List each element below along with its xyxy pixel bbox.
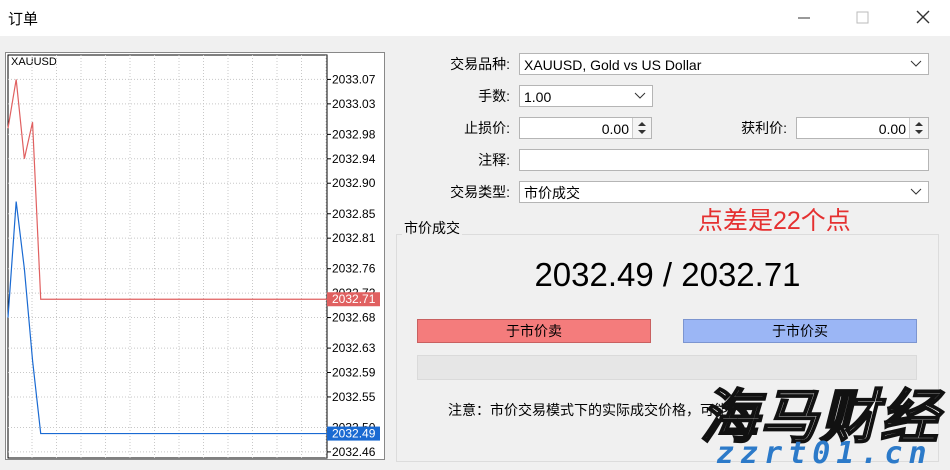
bid-price: 2032.49 <box>534 256 654 293</box>
plot-frame <box>7 54 328 459</box>
window-title: 订单 <box>8 11 39 28</box>
label: 注释: <box>478 152 510 168</box>
value: 0.00 <box>878 121 906 137</box>
price-line <box>7 79 327 300</box>
label: 止损价: <box>464 120 510 136</box>
symbol: XAUUSD <box>11 56 57 68</box>
y-tick-label: 2032.94 <box>332 152 376 166</box>
tick-chart: XAUUSD 2033.07 2033.03 2032.98 2032.94 2032.… <box>5 52 385 460</box>
note: 注意：市价交易模式下的实际成交价格，可能 <box>448 402 728 418</box>
y-tick-label: 2033.03 <box>332 97 376 111</box>
label: 手数: <box>478 88 510 104</box>
progress-bar <box>417 355 917 380</box>
y-tick-label: 2032.63 <box>332 341 376 355</box>
y-tick-label: 2032.98 <box>332 127 376 141</box>
y-tick-label: 2032.68 <box>332 311 376 325</box>
close[interactable] <box>916 10 930 24</box>
chart-frame <box>5 52 385 460</box>
y-tick-label: 2033.07 <box>332 72 376 86</box>
watermark-name: 海马财经 <box>699 384 941 451</box>
quote: 2032.49 / 2032.71 <box>396 256 939 294</box>
chevron <box>910 188 922 195</box>
type-select[interactable]: 市价成交 <box>519 181 929 203</box>
group-title: 市价成交 <box>402 218 462 238</box>
label: 交易类型: <box>450 184 510 200</box>
annotation: 点差是22个点 <box>698 207 851 235</box>
price-box-label: 2032.71 <box>332 292 376 306</box>
price-box-label: 2032.49 <box>332 427 376 441</box>
price-box <box>327 426 380 441</box>
y-tick-label: 2032.55 <box>332 390 376 404</box>
ask-price: 2032.71 <box>681 256 801 293</box>
price-line <box>7 201 327 435</box>
label: 获利价: <box>741 120 787 136</box>
window-controls <box>798 10 930 24</box>
buy-button[interactable]: 于市价买 <box>683 319 917 343</box>
symbol-select[interactable]: XAUUSD, Gold vs US Dollar <box>519 53 929 75</box>
y-tick-label: 2032.81 <box>332 231 376 245</box>
price-box <box>327 292 380 307</box>
value: 1.00 <box>524 89 552 105</box>
chevron <box>910 60 922 67</box>
value: 0.00 <box>601 121 629 137</box>
value: 市价成交 <box>524 185 580 201</box>
comment-input[interactable] <box>519 149 929 171</box>
watermark-site: zzrt01.cn <box>716 436 933 470</box>
title-bar: 订单 <box>0 0 950 36</box>
y-tick-label: 2032.90 <box>332 176 376 190</box>
y-tick-label: 2032.59 <box>332 366 376 380</box>
y-tick-label: 2032.46 <box>332 445 376 459</box>
spinner[interactable] <box>632 118 651 138</box>
sell-button[interactable]: 于市价卖 <box>417 319 651 343</box>
stop-loss-input[interactable]: 0.00 <box>519 117 652 139</box>
value: XAUUSD, Gold vs US Dollar <box>524 57 702 73</box>
spinner[interactable] <box>909 118 928 138</box>
separator: / <box>662 256 673 293</box>
y-tick-label: 2032.76 <box>332 262 376 276</box>
y-tick-label: 2032.85 <box>332 207 376 221</box>
chevron <box>634 92 646 99</box>
group-box <box>396 234 939 462</box>
volume-select[interactable]: 1.00 <box>519 85 653 107</box>
take-profit-input[interactable]: 0.00 <box>796 117 929 139</box>
maximize[interactable] <box>856 11 869 24</box>
label: 交易品种: <box>450 56 510 72</box>
